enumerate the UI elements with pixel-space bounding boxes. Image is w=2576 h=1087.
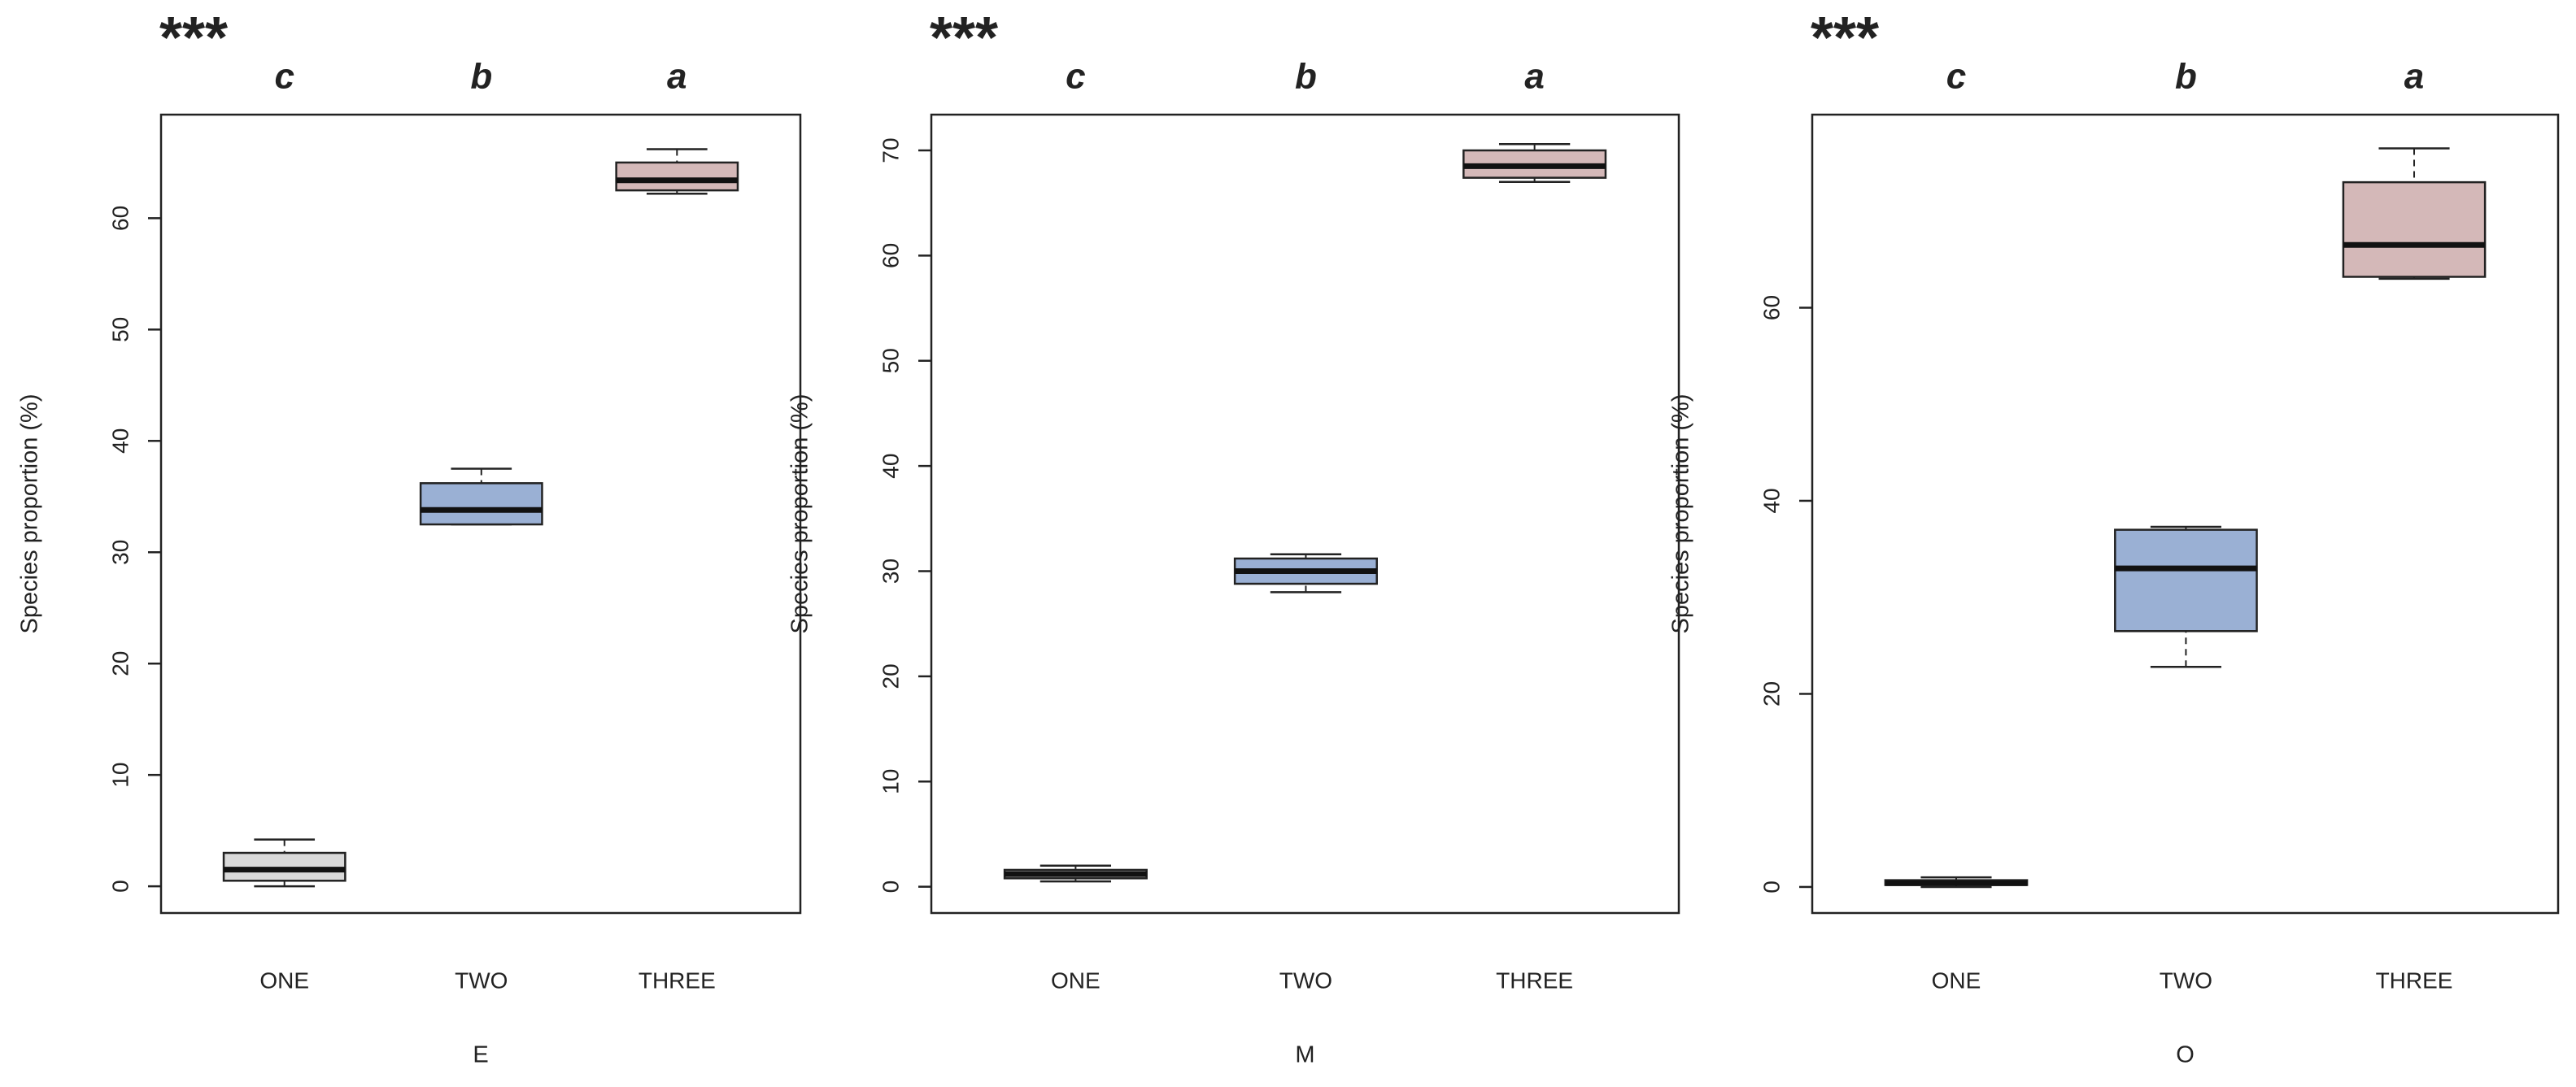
x-tick-label: TWO	[2160, 967, 2212, 993]
x-tick-label: ONE	[259, 967, 309, 993]
y-tick-label: 10	[107, 763, 133, 788]
plot-frame	[159, 113, 802, 915]
y-tick-label: 40	[878, 454, 903, 479]
y-tick-label: 50	[107, 317, 133, 342]
significance-letter: b	[1295, 57, 1317, 97]
y-tick-label: 0	[107, 880, 133, 893]
panel-title: ***	[930, 6, 998, 71]
y-tick-label: 20	[1759, 681, 1784, 707]
y-tick-label: 60	[878, 243, 903, 268]
x-axis-label: E	[473, 1042, 488, 1068]
x-tick-label: ONE	[1051, 967, 1101, 993]
y-tick-label: 40	[107, 428, 133, 454]
y-tick-label: 0	[1759, 880, 1784, 894]
significance-letter: a	[667, 57, 686, 97]
significance-letter: c	[1066, 57, 1085, 97]
panel-title: ***	[1811, 6, 1879, 71]
y-tick-label: 20	[878, 663, 903, 689]
significance-letter: a	[2404, 57, 2424, 97]
significance-letter: b	[2175, 57, 2197, 97]
y-axis-label: Species proportion (%)	[1668, 394, 1694, 634]
box	[2342, 180, 2487, 278]
box	[419, 482, 543, 526]
x-axis-label: O	[2176, 1042, 2195, 1068]
x-tick-label: ONE	[1932, 967, 1981, 993]
panel-title: ***	[159, 6, 228, 71]
significance-letter: b	[470, 57, 492, 97]
y-tick-label: 30	[107, 540, 133, 565]
y-axis-label: Species proportion (%)	[787, 394, 813, 634]
significance-letter: a	[1524, 57, 1544, 97]
significance-letter: c	[1946, 57, 1966, 97]
y-tick-label: 0	[878, 880, 903, 894]
y-tick-label: 70	[878, 137, 903, 163]
box	[615, 161, 739, 192]
y-tick-label: 60	[1759, 295, 1784, 320]
x-tick-label: TWO	[455, 967, 508, 993]
y-tick-label: 30	[878, 559, 903, 584]
box	[2114, 528, 2258, 633]
significance-letter: c	[274, 57, 294, 97]
y-tick-label: 10	[878, 769, 903, 794]
x-tick-label: THREE	[1496, 967, 1573, 993]
x-tick-label: THREE	[2376, 967, 2453, 993]
y-tick-label: 60	[107, 206, 133, 231]
x-axis-label: M	[1295, 1042, 1314, 1068]
plot-frame	[1811, 113, 2560, 915]
x-tick-label: TWO	[1279, 967, 1332, 993]
y-tick-label: 40	[1759, 488, 1784, 513]
y-tick-label: 20	[107, 651, 133, 676]
plot-frame	[930, 113, 1680, 915]
y-tick-label: 50	[878, 348, 903, 373]
y-axis-label: Species proportion (%)	[17, 394, 43, 634]
x-tick-label: THREE	[639, 967, 716, 993]
